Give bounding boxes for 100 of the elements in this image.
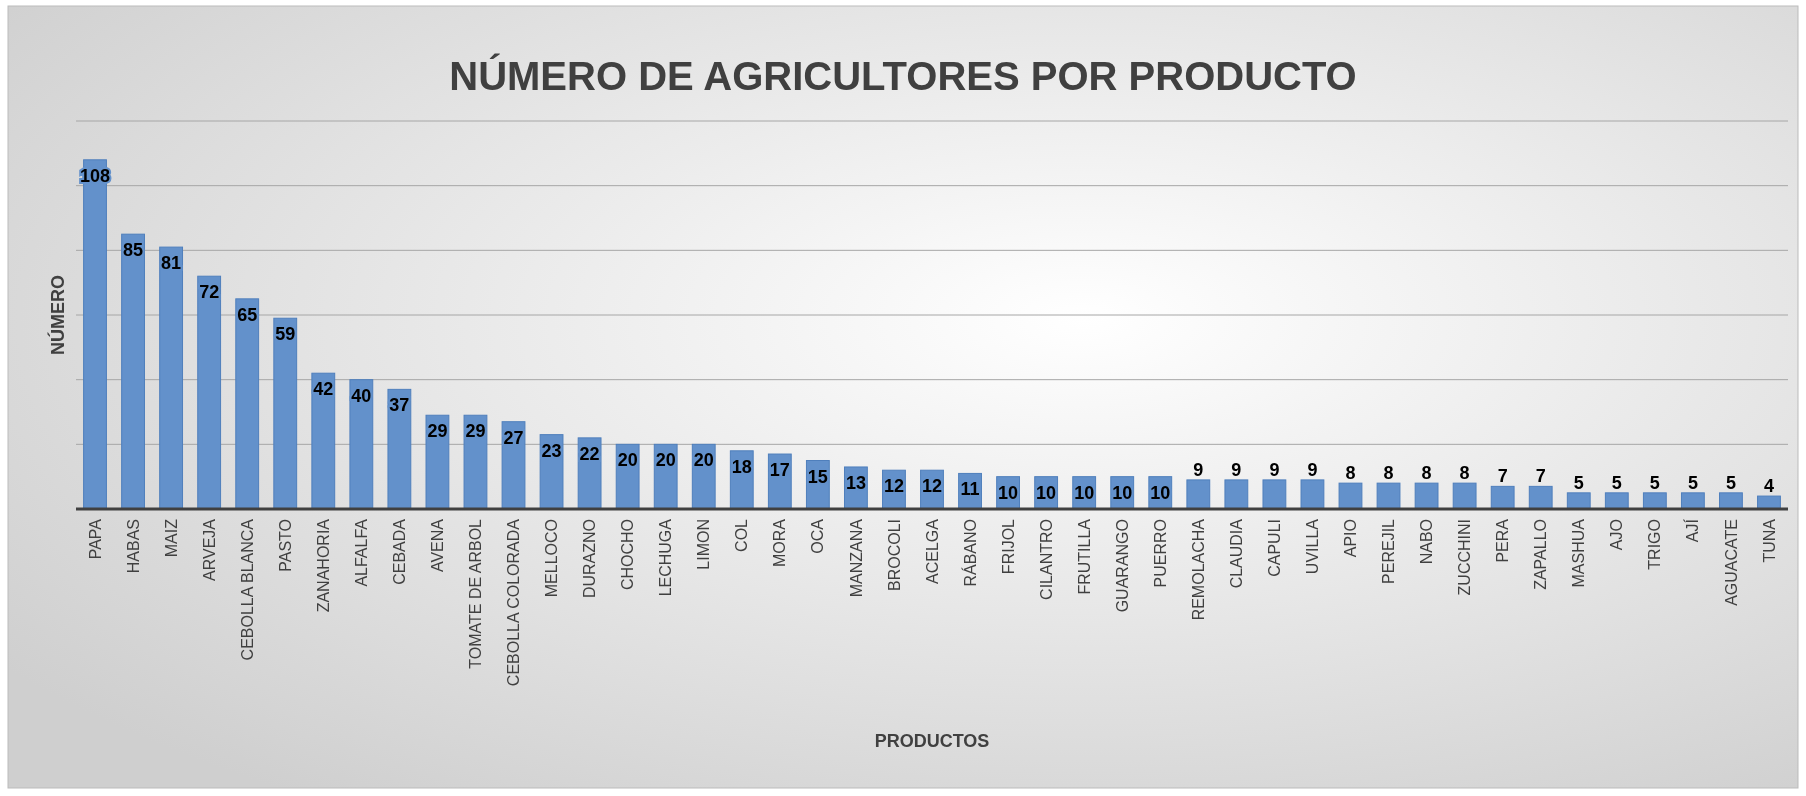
data-label: 10 xyxy=(998,482,1019,503)
x-tick-label: ACELGA xyxy=(923,518,941,584)
x-tick-label: UVILLA xyxy=(1304,518,1322,575)
data-label: 5 xyxy=(1687,472,1698,493)
data-label: 5 xyxy=(1649,472,1660,493)
data-label: 10 xyxy=(1074,482,1095,503)
data-label: 81 xyxy=(161,253,182,274)
x-tick-label: CEBOLLA COLORADA xyxy=(505,518,523,687)
bar xyxy=(1300,479,1325,510)
x-tick-label: PERA xyxy=(1494,518,1512,563)
bar xyxy=(1566,492,1591,510)
data-label: 20 xyxy=(617,450,638,471)
data-label: 10 xyxy=(1150,482,1171,503)
data-label: 65 xyxy=(237,304,258,325)
x-tick-label: ALFALFA xyxy=(352,518,370,587)
x-tick-label: MASHUA xyxy=(1570,518,1588,588)
x-tick-label: CLAUDIA xyxy=(1227,518,1245,589)
data-label: 42 xyxy=(313,379,334,400)
data-label: 17 xyxy=(769,460,790,481)
data-label: 7 xyxy=(1497,466,1508,487)
bar xyxy=(1186,479,1211,510)
x-tick-label: TUNA xyxy=(1760,518,1778,563)
x-tick-label: TRIGO xyxy=(1646,519,1664,570)
x-tick-label: CHOCHO xyxy=(619,519,637,591)
bar xyxy=(1414,482,1439,510)
bar xyxy=(387,388,412,510)
y-axis-title: NÚMERO xyxy=(47,275,68,355)
x-tick-label: AVENA xyxy=(429,518,447,573)
bar xyxy=(1452,482,1477,510)
bar xyxy=(1376,482,1401,510)
data-label: 7 xyxy=(1535,466,1546,487)
bar xyxy=(273,317,298,510)
bar xyxy=(235,298,260,510)
x-tick-label: NABO xyxy=(1418,519,1436,565)
data-label: 9 xyxy=(1269,459,1280,480)
x-tick-label: OCA xyxy=(809,518,827,554)
data-label: 8 xyxy=(1421,463,1432,484)
data-label: 72 xyxy=(199,282,220,303)
data-label: 12 xyxy=(883,476,904,497)
x-axis-title: PRODUCTOS xyxy=(874,731,990,751)
x-tick-label: REMOLACHA xyxy=(1189,518,1207,621)
chart-title: NÚMERO DE AGRICULTORES POR PRODUCTO xyxy=(449,53,1357,98)
x-tick-label: APIO xyxy=(1342,519,1360,558)
bar xyxy=(121,233,145,510)
bar xyxy=(1224,479,1249,510)
data-label: 5 xyxy=(1611,472,1622,493)
bar xyxy=(463,414,488,510)
data-label: 20 xyxy=(655,450,676,471)
x-tick-label: MORA xyxy=(771,518,789,567)
data-label: 27 xyxy=(503,427,524,448)
x-tick-label: AJÍ xyxy=(1683,518,1702,543)
bar xyxy=(1642,492,1667,510)
bar xyxy=(349,379,374,510)
data-label: 8 xyxy=(1459,463,1470,484)
x-tick-label: DURAZNO xyxy=(581,519,599,599)
bar xyxy=(1719,492,1743,510)
x-tick-label: ZANAHORIA xyxy=(314,518,332,613)
bar xyxy=(501,421,526,510)
data-label: 40 xyxy=(351,385,372,406)
data-label: 9 xyxy=(1193,459,1204,480)
x-tick-label: CEBADA xyxy=(390,518,408,585)
data-label: 23 xyxy=(541,440,562,461)
x-tick-label: AGUACATE xyxy=(1722,519,1740,606)
data-label: 10 xyxy=(1112,482,1133,503)
data-label: 85 xyxy=(123,240,144,261)
x-tick-label: MELLOCO xyxy=(543,519,561,598)
data-label: 37 xyxy=(389,395,410,416)
data-label: 22 xyxy=(579,443,600,464)
x-tick-label: GUARANGO xyxy=(1113,519,1131,613)
data-label: 9 xyxy=(1231,459,1242,480)
x-tick-label: ARVEJA xyxy=(200,518,218,581)
x-tick-label: ZUCCHINI xyxy=(1456,519,1474,596)
bar xyxy=(1490,485,1515,510)
x-tick-label: CILANTRO xyxy=(1037,519,1055,600)
data-label: 29 xyxy=(465,421,486,442)
x-tick-label: BROCOLI xyxy=(885,519,903,592)
data-label: 11 xyxy=(960,479,980,500)
x-tick-label: HABAS xyxy=(124,519,142,574)
bar xyxy=(1604,492,1629,510)
x-tick-label: PAPA xyxy=(86,518,104,560)
data-label: 20 xyxy=(693,450,714,471)
data-label: 18 xyxy=(731,456,752,477)
data-label: 15 xyxy=(807,466,828,487)
x-tick-label: MAIZ xyxy=(162,518,180,558)
x-tick-label: LECHUGA xyxy=(657,518,675,597)
x-tick-label: TOMATE DE ARBOL xyxy=(467,518,485,669)
bar xyxy=(1680,492,1705,510)
bar xyxy=(311,372,336,510)
bar xyxy=(1528,485,1553,510)
x-tick-label: PUERRO xyxy=(1151,519,1169,588)
data-label: 10 xyxy=(1036,482,1057,503)
data-label: 29 xyxy=(427,421,448,442)
x-tick-label: MANZANA xyxy=(847,518,865,598)
data-label: 8 xyxy=(1345,463,1356,484)
data-label: 13 xyxy=(845,472,866,493)
x-tick-label: LIMON xyxy=(695,519,713,570)
x-tick-label: ZAPALLO xyxy=(1532,519,1550,590)
x-tick-label: RÁBANO xyxy=(960,519,979,587)
x-tick-label: CAPULI xyxy=(1266,519,1283,577)
data-label: 8 xyxy=(1383,463,1394,484)
